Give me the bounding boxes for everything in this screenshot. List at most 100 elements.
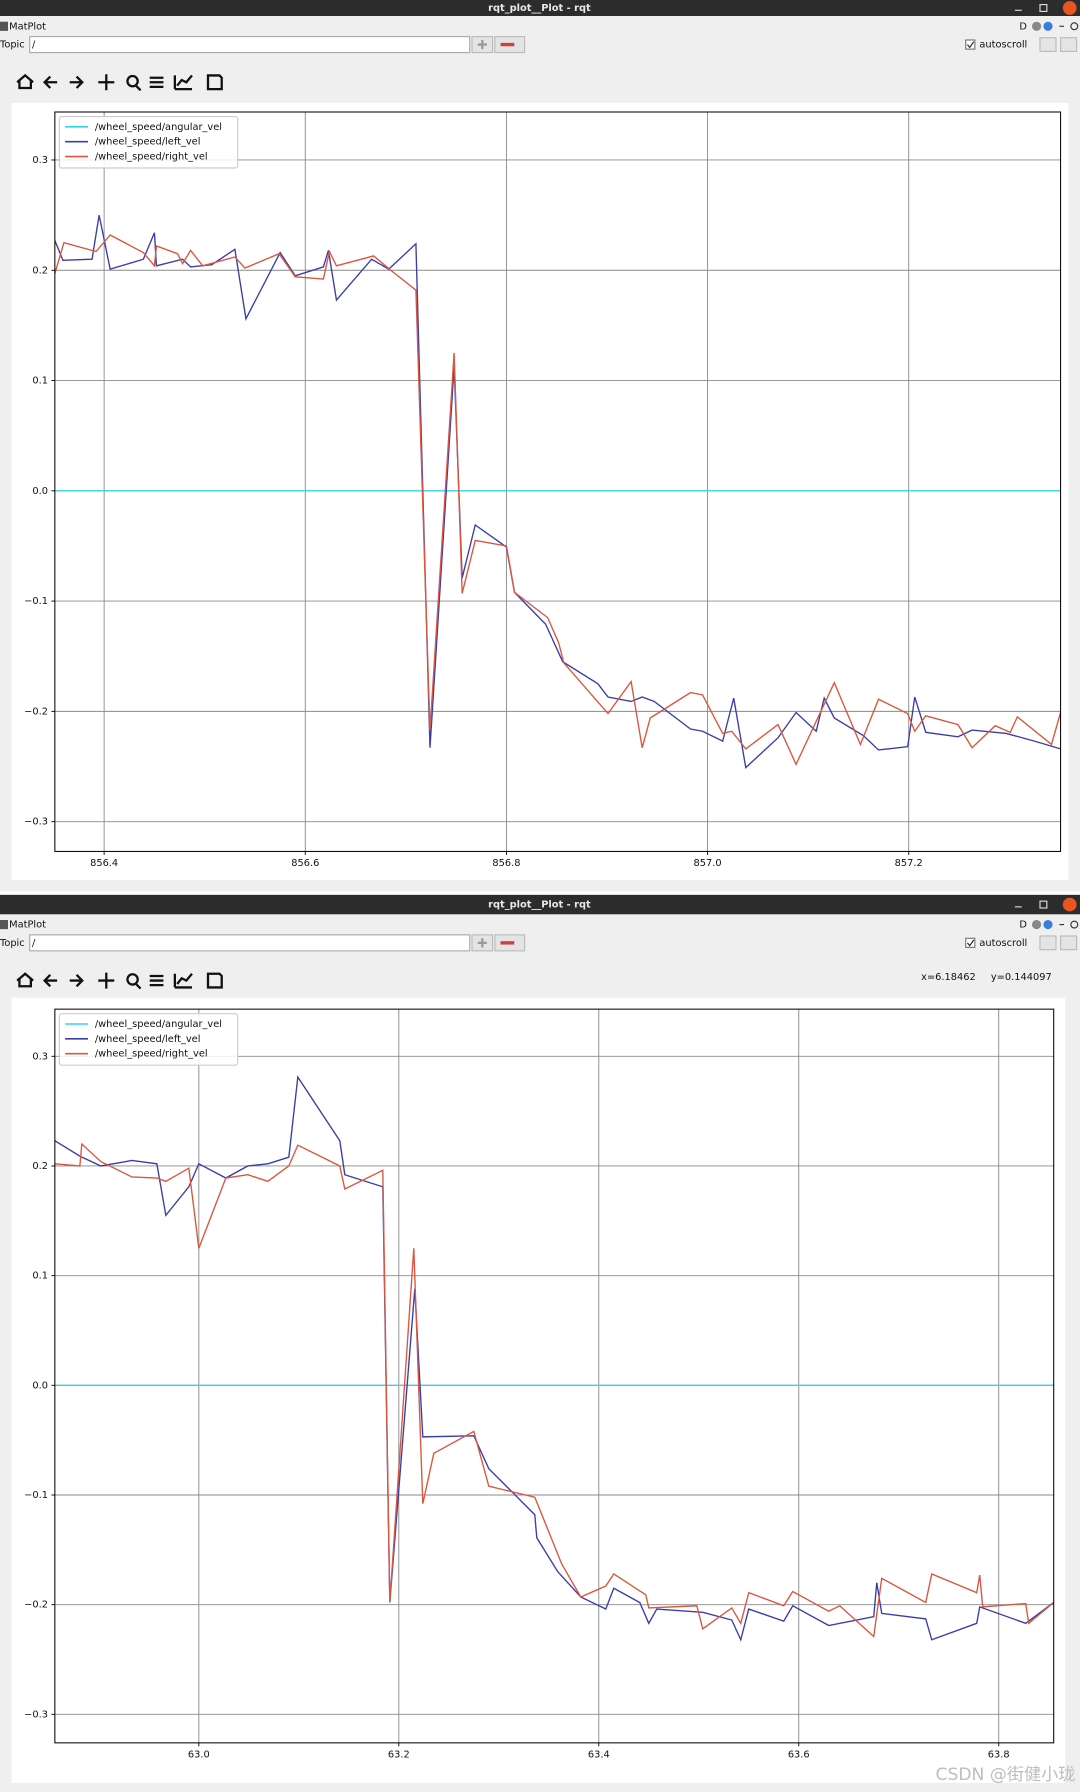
pan-button[interactable] (98, 74, 115, 91)
clear-button[interactable] (1059, 37, 1078, 52)
zoom-lens (126, 74, 139, 88)
x-tick-label: 63.8 (988, 1749, 1010, 1760)
forward-button[interactable] (69, 974, 84, 988)
topic-input[interactable] (29, 934, 471, 952)
x-tick-label: 63.4 (588, 1749, 610, 1760)
pause-button[interactable] (1039, 935, 1057, 951)
y-tick-label: −0.1 (24, 596, 48, 607)
check-mark (966, 41, 975, 49)
zoom-lens (126, 973, 139, 986)
zoom-button[interactable] (135, 983, 142, 990)
watermark: CSDN @街健小珑 (936, 1765, 1076, 1785)
x-tick-label: 857.0 (694, 858, 722, 869)
window-title: rqt_plot__Plot - rqt (488, 900, 591, 911)
configure-button[interactable] (149, 974, 164, 987)
legend-label: /wheel_speed/angular_vel (95, 122, 222, 133)
menu-icon (0, 920, 8, 930)
legend-label: /wheel_speed/left_vel (95, 1034, 201, 1045)
legend-label: /wheel_speed/right_vel (95, 152, 208, 163)
close-plugin-icon[interactable] (1070, 920, 1079, 929)
x-tick-label: 856.6 (291, 858, 319, 869)
y-tick-label: 0.0 (32, 486, 48, 497)
axes-frame (54, 111, 1062, 852)
dock-label[interactable]: D (1019, 920, 1027, 931)
x-tick-label: 63.6 (788, 1749, 810, 1760)
y-tick-label: −0.2 (24, 706, 48, 717)
legend-label: /wheel_speed/angular_vel (95, 1019, 222, 1030)
y-tick-label: 0.2 (32, 1161, 48, 1172)
configure-button[interactable] (149, 76, 164, 88)
topic-value[interactable]: / (32, 938, 36, 949)
back-button[interactable] (42, 75, 58, 89)
home-button[interactable] (16, 972, 34, 988)
x-tick-label: 63.0 (188, 1749, 210, 1760)
autoscroll-checkbox[interactable] (965, 937, 976, 948)
series-line (54, 214, 1061, 769)
add-icon (477, 40, 487, 50)
remove-icon (500, 42, 515, 47)
menu-title: MatPlot (9, 21, 46, 32)
y-tick-label: 0.2 (32, 265, 48, 276)
topic-input[interactable] (29, 36, 471, 54)
autoscroll-label[interactable]: autoscroll (979, 938, 1027, 949)
x-tick-label: 856.8 (492, 858, 520, 869)
y-tick-label: 0.1 (32, 376, 48, 387)
home-button[interactable] (16, 73, 34, 90)
x-tick-label: 63.2 (388, 1749, 410, 1760)
axes-button[interactable] (173, 74, 193, 91)
autoscroll-label[interactable]: autoscroll (979, 40, 1027, 51)
pan-button[interactable] (98, 972, 115, 989)
maximize-button[interactable] (1039, 900, 1048, 909)
close-button[interactable] (1062, 897, 1077, 912)
topic-label: Topic (0, 938, 25, 949)
settings-icon[interactable] (1032, 21, 1042, 31)
menu-icon (0, 21, 8, 31)
close-plugin-icon[interactable] (1070, 22, 1079, 31)
series-line (54, 1075, 1054, 1642)
legend-box (58, 116, 239, 169)
title-bar (0, 894, 1080, 915)
save-button[interactable] (206, 972, 223, 989)
save-button[interactable] (206, 74, 223, 91)
y-tick-label: −0.3 (24, 817, 48, 828)
zoom-button[interactable] (135, 84, 142, 92)
axes-frame (54, 1008, 1055, 1744)
help-icon[interactable] (1043, 21, 1053, 31)
x-tick-label: 857.2 (895, 858, 923, 869)
axes-button[interactable] (173, 972, 193, 989)
close-button[interactable] (1062, 1, 1077, 15)
y-tick-label: −0.1 (24, 1490, 48, 1501)
y-tick-label: −0.3 (24, 1709, 48, 1720)
pause-button[interactable] (1039, 37, 1057, 52)
check-mark (966, 939, 975, 947)
chart: −0.3 −0.2 −0.1 0.0 0.1 0.2 0.3 856.4 856.6 856.8 8… (24, 111, 1062, 869)
y-tick-label: −0.2 (24, 1600, 48, 1611)
y-tick-label: 0.1 (32, 1271, 48, 1282)
y-tick-label: 0.3 (32, 155, 48, 166)
title-bar (0, 0, 1080, 16)
topic-value[interactable]: / (32, 40, 36, 51)
autoscroll-checkbox[interactable] (965, 39, 976, 50)
cursor-x: x=6.18462 (921, 972, 976, 983)
y-tick-label: 0.3 (32, 1051, 48, 1062)
dock-label[interactable]: D (1019, 21, 1027, 32)
topic-label: Topic (0, 40, 25, 51)
window-title: rqt_plot__Plot - rqt (488, 3, 591, 14)
cursor-y: y=0.144097 (991, 972, 1052, 983)
chart: −0.3 −0.2 −0.1 0.0 0.1 0.2 0.3 63.0 63.2 63.4 63.6… (24, 1008, 1055, 1760)
series-line (54, 234, 1061, 766)
menu-title: MatPlot (9, 920, 46, 931)
x-tick-label: 856.4 (90, 858, 118, 869)
forward-button[interactable] (69, 75, 84, 89)
legend-label: /wheel_speed/right_vel (95, 1049, 208, 1060)
maximize-button[interactable] (1039, 4, 1048, 12)
remove-icon (500, 941, 515, 945)
back-button[interactable] (42, 974, 58, 988)
legend-label: /wheel_speed/left_vel (95, 137, 201, 148)
settings-icon[interactable] (1032, 920, 1042, 930)
help-icon[interactable] (1043, 920, 1053, 930)
y-tick-label: 0.0 (32, 1380, 48, 1391)
legend-box (58, 1013, 239, 1066)
clear-button[interactable] (1059, 935, 1078, 951)
